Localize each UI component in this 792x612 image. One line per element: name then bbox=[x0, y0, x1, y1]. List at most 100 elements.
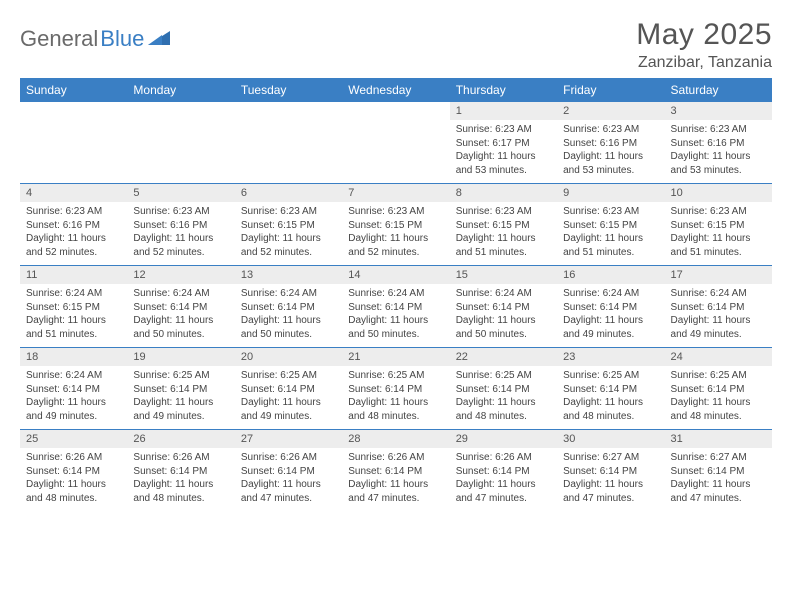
day-number-cell: 3 bbox=[665, 102, 772, 120]
day-detail-line: Sunrise: 6:24 AM bbox=[348, 287, 443, 301]
day-number-cell: 30 bbox=[557, 430, 664, 448]
day-detail-line: Daylight: 11 hours bbox=[133, 478, 228, 492]
day-detail-line: Sunset: 6:15 PM bbox=[241, 219, 336, 233]
calendar-table: SundayMondayTuesdayWednesdayThursdayFrid… bbox=[20, 78, 772, 511]
day-detail-cell bbox=[342, 120, 449, 184]
day-of-week-header: Monday bbox=[127, 78, 234, 102]
day-detail-line: Sunset: 6:14 PM bbox=[563, 465, 658, 479]
day-detail-line: Sunset: 6:14 PM bbox=[348, 465, 443, 479]
day-detail-line: Daylight: 11 hours bbox=[671, 314, 766, 328]
day-detail-line: Daylight: 11 hours bbox=[456, 150, 551, 164]
day-detail-line: Sunrise: 6:24 AM bbox=[26, 369, 121, 383]
day-detail-line: Daylight: 11 hours bbox=[133, 396, 228, 410]
day-number-cell: 4 bbox=[20, 184, 127, 202]
day-detail-line: and 53 minutes. bbox=[563, 164, 658, 178]
day-detail-line: and 50 minutes. bbox=[133, 328, 228, 342]
logo-text-general: General bbox=[20, 26, 98, 52]
day-detail-line: Sunrise: 6:25 AM bbox=[241, 369, 336, 383]
day-number-cell: 25 bbox=[20, 430, 127, 448]
location: Zanzibar, Tanzania bbox=[636, 54, 772, 72]
day-detail-line: Daylight: 11 hours bbox=[348, 478, 443, 492]
day-detail-line: Daylight: 11 hours bbox=[563, 478, 658, 492]
day-detail-line: Sunrise: 6:26 AM bbox=[133, 451, 228, 465]
day-of-week-header: Tuesday bbox=[235, 78, 342, 102]
day-detail-cell bbox=[127, 120, 234, 184]
day-detail-line: and 48 minutes. bbox=[133, 492, 228, 506]
day-detail-cell: Sunrise: 6:24 AMSunset: 6:14 PMDaylight:… bbox=[557, 284, 664, 348]
day-detail-cell: Sunrise: 6:24 AMSunset: 6:15 PMDaylight:… bbox=[20, 284, 127, 348]
day-detail-line: Sunset: 6:14 PM bbox=[671, 465, 766, 479]
day-number-cell: 14 bbox=[342, 266, 449, 284]
day-detail-cell: Sunrise: 6:23 AMSunset: 6:16 PMDaylight:… bbox=[557, 120, 664, 184]
day-detail-line: Daylight: 11 hours bbox=[456, 314, 551, 328]
day-number-row: 18192021222324 bbox=[20, 348, 772, 366]
day-detail-row: Sunrise: 6:24 AM Sunset: 6:15 PM Daylight:… bbox=[20, 284, 772, 348]
logo-triangle-icon bbox=[148, 31, 170, 47]
day-detail-line: and 47 minutes. bbox=[456, 492, 551, 506]
day-detail-line: Sunset: 6:15 PM bbox=[26, 301, 121, 315]
day-detail-cell: Sunrise: 6:26 AMSunset: 6:14 PMDaylight:… bbox=[235, 448, 342, 511]
day-detail-line: Sunrise: 6:25 AM bbox=[133, 369, 228, 383]
day-detail-line: Sunset: 6:14 PM bbox=[671, 383, 766, 397]
day-detail-line: Sunrise: 6:23 AM bbox=[456, 205, 551, 219]
header: General Blue May 2025 Zanzibar, Tanzania bbox=[20, 18, 772, 72]
day-number-row: 123 bbox=[20, 102, 772, 120]
day-number-cell: 31 bbox=[665, 430, 772, 448]
day-detail-line: Daylight: 11 hours bbox=[348, 314, 443, 328]
day-detail-line: and 47 minutes. bbox=[241, 492, 336, 506]
day-number-cell bbox=[235, 102, 342, 120]
day-detail-cell: Sunrise: 6:25 AMSunset: 6:14 PMDaylight:… bbox=[557, 366, 664, 430]
day-detail-line: Sunrise: 6:24 AM bbox=[563, 287, 658, 301]
day-detail-line: and 48 minutes. bbox=[456, 410, 551, 424]
day-detail-line: Daylight: 11 hours bbox=[671, 232, 766, 246]
day-detail-line: Daylight: 11 hours bbox=[241, 232, 336, 246]
day-number-cell: 17 bbox=[665, 266, 772, 284]
day-detail-line: Sunrise: 6:23 AM bbox=[563, 123, 658, 137]
day-detail-line: Sunrise: 6:24 AM bbox=[241, 287, 336, 301]
day-detail-line: Daylight: 11 hours bbox=[563, 232, 658, 246]
day-number-cell: 10 bbox=[665, 184, 772, 202]
day-detail-line: Sunset: 6:14 PM bbox=[456, 383, 551, 397]
day-detail-line: Daylight: 11 hours bbox=[133, 314, 228, 328]
day-detail-line: Daylight: 11 hours bbox=[26, 396, 121, 410]
day-detail-line: Daylight: 11 hours bbox=[241, 314, 336, 328]
day-detail-line: Sunset: 6:14 PM bbox=[241, 383, 336, 397]
day-detail-line: and 49 minutes. bbox=[26, 410, 121, 424]
day-detail-line: Sunrise: 6:26 AM bbox=[26, 451, 121, 465]
day-detail-cell: Sunrise: 6:26 AMSunset: 6:14 PMDaylight:… bbox=[20, 448, 127, 511]
day-detail-cell: Sunrise: 6:23 AMSunset: 6:15 PMDaylight:… bbox=[557, 202, 664, 266]
day-detail-cell: Sunrise: 6:23 AMSunset: 6:15 PMDaylight:… bbox=[235, 202, 342, 266]
day-detail-line: Sunset: 6:16 PM bbox=[26, 219, 121, 233]
day-detail-cell: Sunrise: 6:24 AMSunset: 6:14 PMDaylight:… bbox=[127, 284, 234, 348]
day-detail-line: and 52 minutes. bbox=[348, 246, 443, 260]
day-number-cell: 24 bbox=[665, 348, 772, 366]
day-detail-cell: Sunrise: 6:25 AMSunset: 6:14 PMDaylight:… bbox=[235, 366, 342, 430]
day-detail-line: Sunset: 6:14 PM bbox=[133, 465, 228, 479]
day-number-cell: 26 bbox=[127, 430, 234, 448]
day-detail-line: Sunset: 6:14 PM bbox=[563, 301, 658, 315]
day-detail-line: and 48 minutes. bbox=[348, 410, 443, 424]
day-number-cell: 1 bbox=[450, 102, 557, 120]
calendar-page: General Blue May 2025 Zanzibar, Tanzania… bbox=[0, 0, 792, 612]
day-detail-line: and 50 minutes. bbox=[456, 328, 551, 342]
day-number-cell: 22 bbox=[450, 348, 557, 366]
day-detail-line: Daylight: 11 hours bbox=[671, 396, 766, 410]
day-number-cell: 20 bbox=[235, 348, 342, 366]
day-number-cell: 28 bbox=[342, 430, 449, 448]
day-detail-cell: Sunrise: 6:27 AMSunset: 6:14 PMDaylight:… bbox=[557, 448, 664, 511]
day-number-cell: 19 bbox=[127, 348, 234, 366]
day-detail-line: Sunrise: 6:24 AM bbox=[671, 287, 766, 301]
day-detail-line: and 47 minutes. bbox=[348, 492, 443, 506]
day-detail-line: and 53 minutes. bbox=[456, 164, 551, 178]
day-detail-line: Sunset: 6:15 PM bbox=[671, 219, 766, 233]
day-number-cell: 11 bbox=[20, 266, 127, 284]
day-number-cell: 6 bbox=[235, 184, 342, 202]
day-detail-cell bbox=[235, 120, 342, 184]
day-detail-line: Sunrise: 6:23 AM bbox=[133, 205, 228, 219]
day-detail-line: Sunrise: 6:23 AM bbox=[456, 123, 551, 137]
day-number-cell: 7 bbox=[342, 184, 449, 202]
day-detail-line: Sunrise: 6:27 AM bbox=[563, 451, 658, 465]
day-detail-cell: Sunrise: 6:23 AMSunset: 6:17 PMDaylight:… bbox=[450, 120, 557, 184]
day-detail-cell: Sunrise: 6:26 AMSunset: 6:14 PMDaylight:… bbox=[342, 448, 449, 511]
day-detail-cell: Sunrise: 6:27 AMSunset: 6:14 PMDaylight:… bbox=[665, 448, 772, 511]
